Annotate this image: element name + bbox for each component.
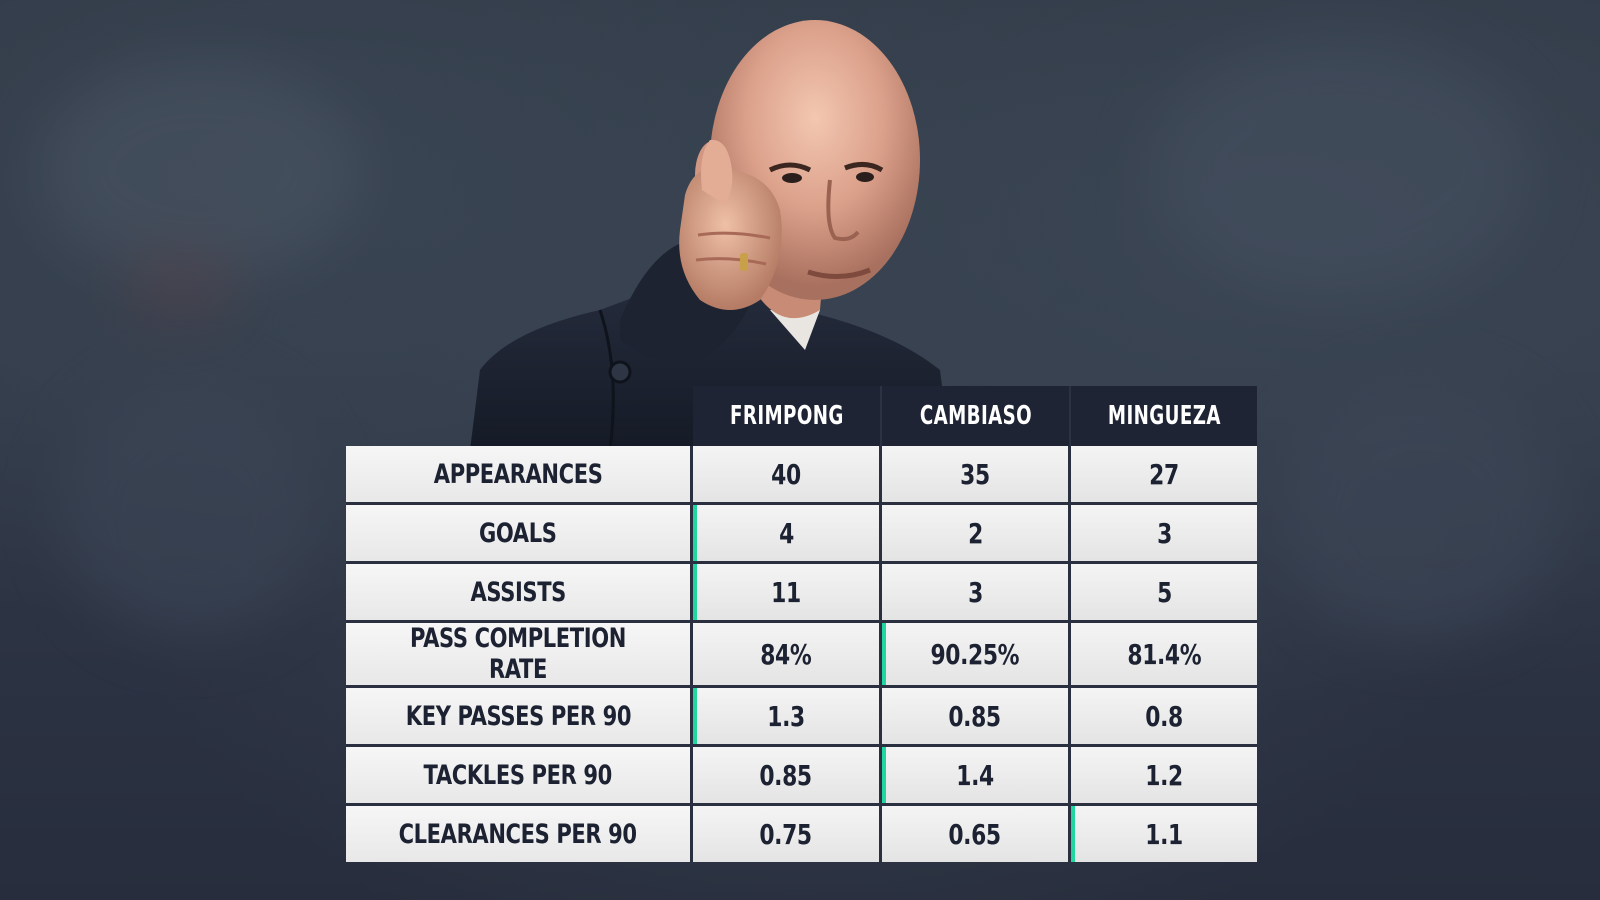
stat-value: 1.3 — [693, 688, 882, 747]
stat-label: KEY PASSES PER 90 — [346, 688, 693, 747]
stat-value: 90.25% — [882, 623, 1071, 688]
background-blur — [1150, 40, 1530, 300]
background-blur — [40, 60, 360, 280]
stat-value: 0.75 — [693, 806, 882, 862]
stat-value: 11 — [693, 564, 882, 623]
table-row: ASSISTS 11 3 5 — [346, 564, 1257, 623]
stat-value: 5 — [1071, 564, 1257, 623]
table-header-row: FRIMPONG CAMBIASO MINGUEZA — [346, 386, 1257, 446]
stat-value: 35 — [882, 446, 1071, 505]
player-comparison-table: FRIMPONG CAMBIASO MINGUEZA APPEARANCES 4… — [346, 386, 1257, 862]
stat-value: 81.4% — [1071, 623, 1257, 688]
table-row: PASS COMPLETION RATE 84% 90.25% 81.4% — [346, 623, 1257, 688]
stat-value: 1.4 — [882, 747, 1071, 806]
stat-label: APPEARANCES — [346, 446, 693, 505]
stat-value: 2 — [882, 505, 1071, 564]
stat-value: 0.85 — [693, 747, 882, 806]
stat-value: 27 — [1071, 446, 1257, 505]
player-header: MINGUEZA — [1071, 386, 1257, 446]
table-row: APPEARANCES 40 35 27 — [346, 446, 1257, 505]
player-header: FRIMPONG — [693, 386, 882, 446]
stat-label: TACKLES PER 90 — [346, 747, 693, 806]
stat-value: 0.85 — [882, 688, 1071, 747]
table-row: GOALS 4 2 3 — [346, 505, 1257, 564]
background-blur — [1280, 380, 1560, 640]
stat-value: 3 — [882, 564, 1071, 623]
stat-label: PASS COMPLETION RATE — [346, 623, 693, 688]
stat-label: ASSISTS — [346, 564, 693, 623]
background-blur — [60, 380, 320, 640]
table-row: TACKLES PER 90 0.85 1.4 1.2 — [346, 747, 1257, 806]
table-row: CLEARANCES PER 90 0.75 0.65 1.1 — [346, 806, 1257, 862]
stat-value: 1.1 — [1071, 806, 1257, 862]
stat-value: 40 — [693, 446, 882, 505]
stat-label: GOALS — [346, 505, 693, 564]
stat-value: 0.8 — [1071, 688, 1257, 747]
manager-photo — [470, 10, 990, 450]
table-row: KEY PASSES PER 90 1.3 0.85 0.8 — [346, 688, 1257, 747]
header-corner — [346, 386, 693, 446]
stat-label: CLEARANCES PER 90 — [346, 806, 693, 862]
stat-value: 1.2 — [1071, 747, 1257, 806]
stat-value: 3 — [1071, 505, 1257, 564]
background-blur — [120, 240, 240, 330]
manager-thumbs-up-illustration — [470, 20, 950, 450]
stat-value: 4 — [693, 505, 882, 564]
stat-value: 0.65 — [882, 806, 1071, 862]
player-header: CAMBIASO — [882, 386, 1071, 446]
stat-value: 84% — [693, 623, 882, 688]
